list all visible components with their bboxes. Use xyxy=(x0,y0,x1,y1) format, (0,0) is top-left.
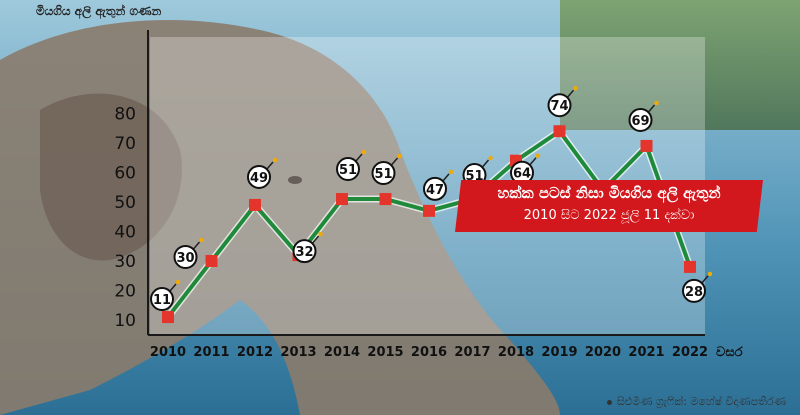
elephant-ear-illustration xyxy=(40,93,182,261)
data-point-marker xyxy=(423,204,435,217)
fuse-icon xyxy=(481,159,490,168)
bomb-badge-icon xyxy=(628,107,653,132)
fuse-icon xyxy=(311,235,320,244)
spark-icon xyxy=(488,155,493,161)
y-axis-title: මියගිය අලි ඇතුන් ගණන xyxy=(36,4,162,18)
x-tick-label: 2011 xyxy=(193,345,229,360)
tick-labels-layer: 10 20 30 40 50 60 70 80 2010 2011 2012 2013 2014 2015… xyxy=(114,105,743,361)
data-point-marker xyxy=(249,198,261,211)
bomb-badge-icon xyxy=(336,157,360,182)
x-tick-label: 2016 xyxy=(411,345,447,360)
y-tick-label: 60 xyxy=(114,164,136,184)
spark-icon xyxy=(318,231,323,237)
data-label: 47 xyxy=(426,183,444,198)
x-tick-label: 2022 xyxy=(672,345,708,360)
data-point-marker xyxy=(162,311,174,324)
x-tick-label: 2020 xyxy=(585,345,621,360)
data-label: 11 xyxy=(153,293,171,308)
bomb-badge-icon xyxy=(173,245,198,269)
fuse-icon xyxy=(566,89,575,98)
data-label: 51 xyxy=(339,163,357,178)
spark-icon xyxy=(175,279,181,285)
data-point-marker xyxy=(640,139,653,152)
data-label: 28 xyxy=(685,285,703,300)
data-label: 51 xyxy=(374,167,392,182)
data-point-marker xyxy=(379,193,392,206)
spark-icon xyxy=(707,271,713,277)
y-tick-label: 80 xyxy=(114,105,136,125)
bomb-badge-icon xyxy=(423,176,447,201)
x-tick-label: 2014 xyxy=(324,345,360,360)
y-tick-label: 20 xyxy=(114,282,136,302)
fuse-icon xyxy=(529,157,537,166)
fuse-icon xyxy=(192,241,201,250)
title-banner: හක්ක පටස් නිසා මියගිය අලි ඇතුන් 2010 සිට… xyxy=(455,180,763,232)
chart-title: හක්ක පටස් නිසා මියගිය අලි ඇතුන් xyxy=(497,184,721,202)
fuse-icon xyxy=(266,161,274,170)
data-point-marker xyxy=(684,260,696,273)
chart-subtitle: 2010 සිට 2022 ජූලි 11 දක්වා xyxy=(523,208,695,223)
y-tick-label: 50 xyxy=(114,193,136,213)
x-tick-label: 2021 xyxy=(628,345,664,360)
data-label: 30 xyxy=(176,251,194,266)
y-tick-label: 70 xyxy=(114,134,136,154)
spark-icon xyxy=(535,153,541,158)
x-tick-label: 2010 xyxy=(150,345,186,360)
data-labels-layer: 11304932515147516474546928 xyxy=(150,86,713,312)
x-tick-label: 2018 xyxy=(498,345,534,360)
credit-text: සිළුමිණ ග්‍රැෆික්: මහේෂ් විදාණපතිරණ xyxy=(616,395,786,408)
x-tick-label: 2012 xyxy=(237,345,273,360)
data-label: 32 xyxy=(295,245,313,260)
bomb-badge-icon xyxy=(150,287,174,312)
axes-layer xyxy=(147,30,705,336)
data-label: 49 xyxy=(250,171,268,186)
spark-icon xyxy=(654,100,659,106)
data-point-marker xyxy=(553,125,566,138)
spark-icon xyxy=(448,169,454,175)
data-label: 69 xyxy=(631,114,649,129)
bomb-badge-icon xyxy=(547,93,572,118)
x-tick-label: 2015 xyxy=(367,345,403,360)
spark-icon xyxy=(397,153,402,159)
x-axis-title: වසර xyxy=(716,345,744,360)
bomb-badge-icon xyxy=(247,164,271,189)
data-label: 74 xyxy=(550,99,568,114)
fuse-icon xyxy=(701,275,709,284)
bomb-badge-icon xyxy=(292,239,317,264)
data-point-marker xyxy=(205,255,218,267)
elephant-eye-illustration xyxy=(288,176,302,184)
data-label: 64 xyxy=(513,167,531,182)
y-tick-label: 30 xyxy=(114,252,136,272)
fuse-icon xyxy=(647,104,656,113)
fuse-icon xyxy=(390,157,399,166)
x-tick-label: 2019 xyxy=(541,345,577,360)
bullet-icon xyxy=(606,399,612,405)
fuse-icon xyxy=(169,283,177,292)
spark-icon xyxy=(199,237,204,243)
spark-icon xyxy=(272,157,278,163)
bomb-badge-icon xyxy=(371,161,396,186)
spark-icon xyxy=(573,86,578,91)
y-tick-label: 40 xyxy=(114,223,136,243)
x-tick-label: 2013 xyxy=(280,345,316,360)
x-tick-label: 2017 xyxy=(454,345,490,360)
bomb-badge-icon xyxy=(682,278,706,303)
data-point-marker xyxy=(336,193,348,206)
y-tick-label: 10 xyxy=(114,311,136,331)
fuse-icon xyxy=(355,153,363,162)
fuse-icon xyxy=(442,173,450,182)
spark-icon xyxy=(361,149,367,155)
graphic-credit: සිළුමිණ ග්‍රැෆික්: මහේෂ් විදාණපතිරණ xyxy=(606,395,786,409)
grass-strip xyxy=(560,0,800,130)
